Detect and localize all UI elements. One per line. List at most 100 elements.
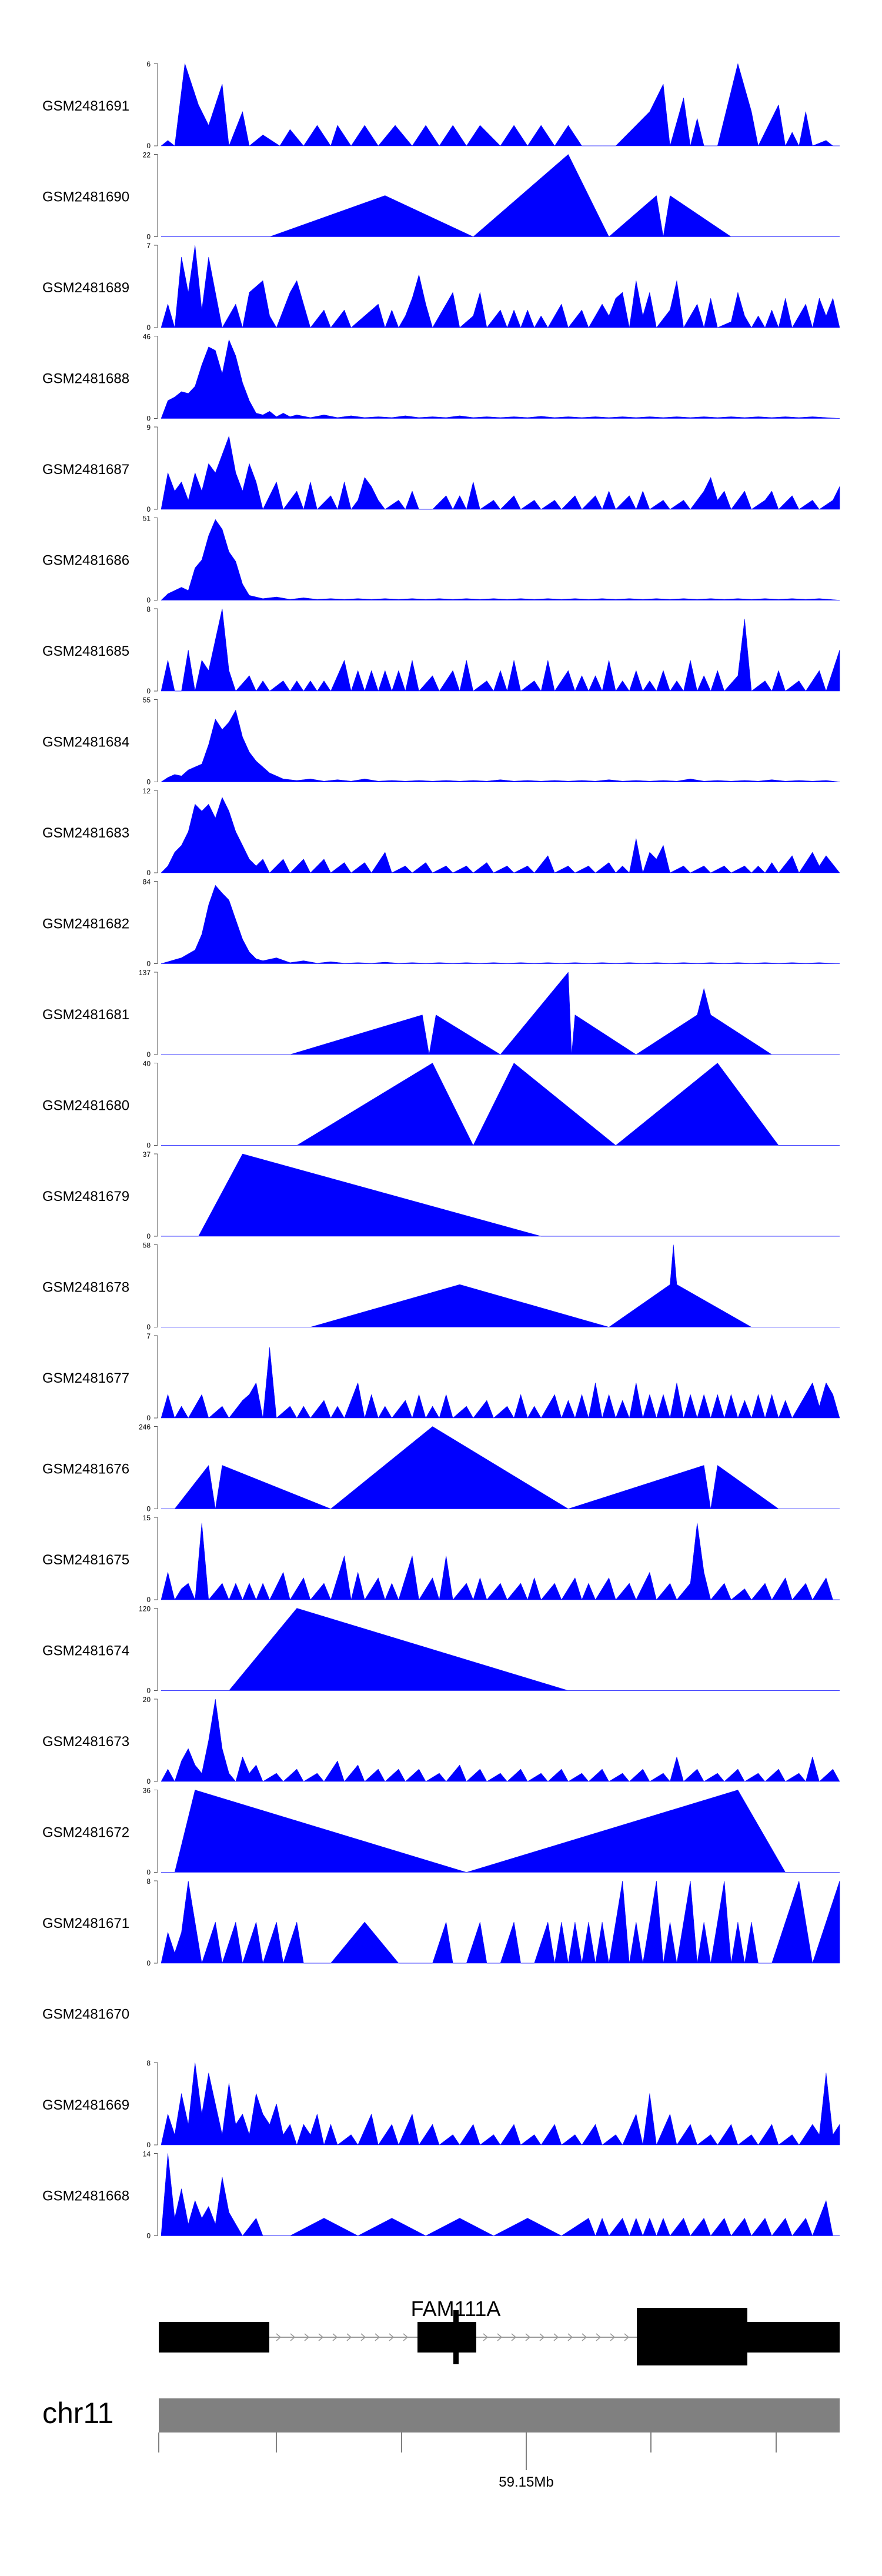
track-GSM2481689: GSM2481689 7 0 [42, 242, 840, 332]
y-max-label: 246 [139, 1423, 151, 1432]
y-max-label: 9 [146, 423, 151, 432]
y-zero-label: 0 [146, 1777, 151, 1786]
track-label: GSM2481676 [42, 1461, 129, 1477]
y-zero-label: 0 [146, 233, 151, 241]
y-zero-label: 0 [146, 415, 151, 423]
y-zero-label: 0 [146, 960, 151, 968]
strand-arrow [511, 2333, 517, 2341]
gene-track: FAM111A [159, 2297, 840, 2365]
y-zero-label: 0 [146, 687, 151, 695]
y-zero-label: 0 [146, 596, 151, 605]
coverage-area [161, 1880, 840, 1964]
coverage-area [161, 2153, 840, 2237]
y-max-label: 58 [143, 1242, 151, 1250]
gene-exon-3 [637, 2308, 747, 2365]
track-GSM2481671: GSM2481671 8 0 [42, 1877, 840, 1967]
y-max-label: 84 [143, 878, 151, 886]
track-label: GSM2481689 [42, 280, 129, 296]
strand-arrow [403, 2333, 409, 2341]
track-label: GSM2481686 [42, 553, 129, 569]
track-GSM2481676: GSM2481676 246 0 [42, 1423, 840, 1513]
track-label: GSM2481678 [42, 1280, 129, 1296]
chromosome-axis: chr11 59.15Mb [42, 2397, 840, 2490]
strand-arrow [610, 2333, 616, 2341]
y-zero-label: 0 [146, 869, 151, 877]
coverage-area [161, 709, 840, 782]
strand-arrow [567, 2333, 573, 2341]
track-GSM2481679: GSM2481679 37 0 [42, 1150, 840, 1240]
strand-arrow [332, 2333, 338, 2341]
coverage-area [161, 339, 840, 419]
y-zero-label: 0 [146, 1959, 151, 1967]
y-zero-label: 0 [146, 2232, 151, 2240]
y-zero-label: 0 [146, 778, 151, 786]
strand-arrow [596, 2333, 602, 2341]
strand-arrow [276, 2333, 282, 2341]
strand-arrow [624, 2333, 630, 2341]
y-max-label: 22 [143, 151, 151, 159]
track-label: GSM2481669 [42, 2097, 129, 2113]
track-GSM2481672: GSM2481672 36 0 [42, 1787, 840, 1877]
track-GSM2481682: GSM2481682 84 0 [42, 878, 840, 968]
strand-arrow [318, 2333, 324, 2341]
strand-arrow [483, 2333, 489, 2341]
track-GSM2481691: GSM2481691 6 0 [42, 60, 840, 150]
y-zero-label: 0 [146, 1687, 151, 1695]
y-max-label: 20 [143, 1696, 151, 1704]
y-zero-label: 0 [146, 1142, 151, 1150]
track-label: GSM2481691 [42, 98, 129, 114]
track-GSM2481678: GSM2481678 58 0 [42, 1242, 840, 1332]
track-label: GSM2481688 [42, 371, 129, 387]
gene-exon-3-utr [747, 2322, 840, 2353]
track-GSM2481685: GSM2481685 8 0 [42, 605, 840, 695]
strand-arrow [304, 2333, 310, 2341]
coverage-area [161, 1426, 840, 1509]
track-label: GSM2481680 [42, 1098, 129, 1114]
track-label: GSM2481683 [42, 825, 129, 841]
coverage-area [161, 1699, 840, 1782]
strand-arrows [276, 2333, 630, 2341]
track-label: GSM2481682 [42, 916, 129, 932]
coverage-area [161, 1347, 840, 1419]
gene-exon-2 [417, 2322, 476, 2353]
track-GSM2481669: GSM2481669 8 0 [42, 2059, 840, 2149]
y-max-label: 15 [143, 1514, 151, 1522]
y-zero-label: 0 [146, 1596, 151, 1604]
y-zero-label: 0 [146, 1050, 151, 1059]
strand-arrow [539, 2333, 545, 2341]
track-label: GSM2481677 [42, 1370, 129, 1386]
gene-marker [453, 2310, 459, 2364]
track-GSM2481675: GSM2481675 15 0 [42, 1514, 840, 1604]
coverage-area [161, 1063, 840, 1146]
y-max-label: 46 [143, 333, 151, 341]
y-max-label: 6 [146, 60, 151, 68]
track-GSM2481690: GSM2481690 22 0 [42, 151, 840, 241]
y-zero-label: 0 [146, 1414, 151, 1422]
track-label: GSM2481674 [42, 1643, 129, 1659]
track-GSM2481687: GSM2481687 9 0 [42, 423, 840, 513]
track-label: GSM2481684 [42, 735, 129, 750]
y-zero-label: 0 [146, 142, 151, 150]
y-zero-label: 0 [146, 2141, 151, 2149]
y-max-label: 8 [146, 1877, 151, 1886]
track-label: GSM2481687 [42, 462, 129, 478]
track-GSM2481686: GSM2481686 51 0 [42, 515, 840, 605]
coverage-area [161, 885, 840, 964]
coverage-area [161, 2062, 840, 2145]
y-max-label: 137 [139, 969, 151, 977]
strand-arrow [553, 2333, 559, 2341]
strand-arrow [346, 2333, 352, 2341]
strand-arrow [360, 2333, 366, 2341]
track-label: GSM2481671 [42, 1916, 129, 1931]
track-label: GSM2481675 [42, 1552, 129, 1568]
y-max-label: 36 [143, 1787, 151, 1795]
track-GSM2481684: GSM2481684 55 0 [42, 696, 840, 786]
track-label: GSM2481679 [42, 1189, 129, 1204]
track-label: GSM2481690 [42, 189, 129, 205]
coverage-area [161, 519, 840, 600]
coverage-area [161, 1608, 840, 1691]
gene-exon-1 [159, 2322, 269, 2353]
track-label: GSM2481672 [42, 1825, 129, 1841]
y-max-label: 55 [143, 696, 151, 705]
y-zero-label: 0 [146, 1868, 151, 1877]
